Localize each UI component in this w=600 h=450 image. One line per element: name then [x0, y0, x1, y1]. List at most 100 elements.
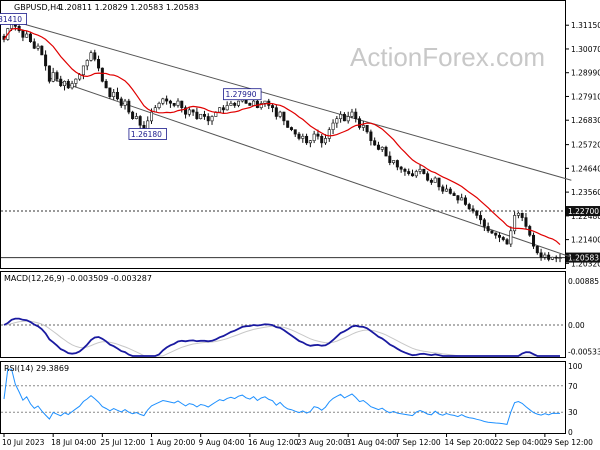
candle-body: [494, 232, 498, 236]
candle-body: [376, 144, 380, 150]
candle-body: [456, 195, 460, 201]
candle-body: [187, 109, 191, 115]
candle-body: [350, 111, 354, 117]
annotation-box: [0, 13, 27, 25]
price-tick-label: 1.31150: [571, 21, 600, 30]
candle-body: [554, 256, 558, 259]
candle-body: [520, 212, 524, 218]
candle-body: [335, 118, 339, 124]
candle-body: [501, 237, 505, 240]
candle-body: [225, 105, 229, 111]
price-tick-label: 1.27910: [571, 92, 600, 101]
candle-body: [21, 30, 25, 38]
candle-body: [289, 127, 293, 130]
candle-body: [354, 111, 358, 119]
candle-body: [161, 98, 165, 104]
candle-body: [365, 124, 369, 133]
candle-body: [320, 135, 324, 144]
macd-tick-label: 0.00885: [568, 277, 599, 286]
candle-body: [202, 113, 206, 117]
candle-body: [47, 65, 51, 82]
time-tick-label: 1 Aug 20:00: [150, 438, 196, 447]
channel-upper-line: [7, 19, 572, 181]
annotation-label: 1.26180: [131, 130, 162, 139]
candle-body: [339, 113, 343, 119]
candle-body: [513, 215, 517, 232]
time-tick-label: 29 Sep 12:00: [543, 438, 593, 447]
candle-body: [40, 45, 44, 56]
time-tick-label: 23 Aug 20:00: [297, 438, 348, 447]
candle-body: [380, 146, 384, 150]
candle-body: [532, 234, 536, 247]
candle-body: [66, 80, 70, 89]
header-ohlc: 1.20811 1.20829 1.20583 1.20583: [59, 3, 199, 12]
candle-body: [218, 107, 222, 113]
candle-body: [358, 118, 362, 128]
price-tick-label: 1.30070: [571, 45, 600, 54]
watermark: ActionForex.com: [350, 42, 545, 72]
candle-body: [426, 173, 430, 181]
candle-body: [399, 166, 403, 170]
level-label: 1.22700: [568, 207, 599, 216]
time-tick-label: 14 Sep 20:00: [445, 438, 495, 447]
candle-body: [63, 80, 67, 86]
annotation-label: 1.27990: [225, 90, 256, 99]
candle-body: [263, 100, 267, 104]
candle-body: [85, 60, 89, 67]
rsi-label: RSI(14) 29.3869: [4, 364, 69, 373]
level-box: [566, 206, 600, 217]
level-label: 1.20583: [568, 254, 599, 263]
candle-body: [331, 122, 335, 130]
candle-body: [543, 254, 547, 258]
candle-body: [327, 129, 331, 139]
candle-body: [293, 129, 297, 135]
candle-body: [471, 208, 475, 212]
candle-body: [25, 33, 29, 38]
candle-body: [104, 80, 108, 89]
candle-body: [100, 67, 104, 82]
candle-body: [286, 120, 290, 128]
candle-body: [539, 252, 543, 258]
candle-body: [418, 168, 422, 172]
candle-body: [316, 133, 320, 137]
candle-body: [36, 45, 40, 49]
rsi-layer: 100 70 30 0: [1, 362, 583, 437]
candle-body: [342, 113, 346, 122]
candle-body: [505, 239, 509, 245]
price-tick-label: 1.23560: [571, 188, 600, 197]
candle-body: [32, 41, 36, 49]
rsi-panel: [0, 361, 566, 434]
candle-body: [497, 234, 501, 238]
candle-body: [414, 171, 418, 177]
candle-body: [282, 111, 286, 122]
candle-body: [127, 100, 131, 113]
candle-body: [248, 102, 252, 106]
candle-body: [384, 146, 388, 157]
candle-body: [547, 254, 551, 260]
time-tick-label: 7 Sep 12:00: [395, 438, 441, 447]
macd-tick-label: 0.00: [568, 321, 585, 330]
candle-body: [448, 188, 452, 194]
candle-body: [123, 100, 127, 106]
price-panel: [0, 0, 566, 269]
rsi-tick-label: 100: [568, 362, 583, 371]
candle-body: [172, 102, 176, 106]
candle-body: [210, 116, 214, 122]
candle-body: [150, 111, 154, 122]
annotation-box: [223, 88, 262, 101]
candle-body: [119, 98, 123, 106]
candle-body: [199, 113, 203, 119]
candle-body: [524, 217, 528, 227]
price-tick-label: 1.24640: [571, 164, 600, 173]
candle-body: [482, 219, 486, 227]
time-axis: 10 Jul 2023 18 Jul 04:00 25 Jul 12:00 1 Aug…: [2, 433, 593, 447]
candle-body: [184, 107, 188, 115]
candle-body: [206, 116, 210, 122]
candle-body: [475, 210, 479, 216]
header: GBPUSD,H4 1.20811 1.20829 1.20583 1.2058…: [14, 3, 199, 12]
header-symbol: GBPUSD,H4: [14, 3, 61, 12]
candle-body: [229, 102, 233, 106]
time-tick-label: 22 Sep 04:00: [494, 438, 544, 447]
candle-body: [180, 100, 184, 108]
macd-layer: 0.00885 0.00 -0.005334: [1, 277, 600, 357]
